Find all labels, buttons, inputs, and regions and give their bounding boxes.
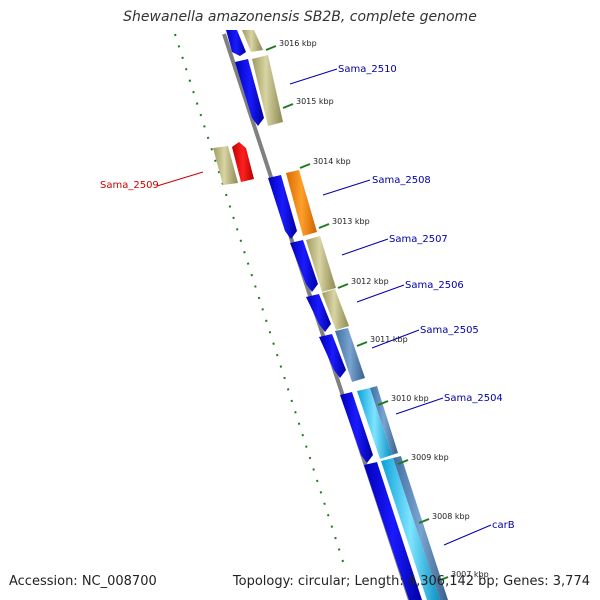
gene-leader-line	[371, 329, 420, 349]
tick-mark	[282, 103, 294, 109]
gene-leader-line	[289, 68, 338, 85]
gene-leader-line	[341, 238, 389, 256]
tick-label: 3014 kbp	[313, 157, 351, 166]
gene-label[interactable]: Sama_2505	[420, 325, 479, 336]
gene-carb-stripe	[393, 456, 448, 600]
gene-sama-2507[interactable]	[306, 236, 336, 292]
gene-sama-2508-blue[interactable]	[268, 175, 297, 239]
tick-mark	[337, 283, 349, 289]
gene-leader-line	[395, 397, 444, 415]
gene-sama-2505[interactable]	[335, 328, 365, 382]
gene-label[interactable]: Sama_2508	[372, 175, 431, 186]
gene-leader-line	[443, 524, 492, 546]
gene-label[interactable]: Sama_2507	[389, 234, 448, 245]
gene-sama-2504-blue[interactable]	[340, 392, 373, 463]
gene-sama-2505-blue[interactable]	[319, 334, 346, 378]
tick-mark	[356, 341, 368, 347]
gene-sama-2508[interactable]	[286, 170, 317, 236]
gene-label[interactable]: carB	[492, 520, 515, 531]
tick-mark	[437, 576, 449, 582]
tick-label: 3009 kbp	[411, 453, 449, 462]
gene-sama-2504[interactable]	[357, 388, 392, 459]
tick-marks: 3016 kbp 3015 kbp 3014 kbp 3013 kbp 3012 kbp…	[265, 39, 489, 582]
tick-label: 3016 kbp	[279, 39, 317, 48]
gene-leader-line	[322, 179, 371, 196]
tick-label: 3015 kbp	[296, 97, 334, 106]
tick-mark	[397, 459, 409, 465]
gene-label[interactable]: Sama_2510	[338, 64, 397, 75]
map-title: Shewanella amazonensis SB2B, complete ge…	[123, 9, 477, 25]
tick-label: 3007 kbp	[451, 570, 489, 579]
gene-top-blue[interactable]	[226, 30, 246, 56]
gene-sama-2510-blue[interactable]	[235, 59, 264, 126]
genome-summary-text: Topology: circular; Length: 4,306,142 bp…	[232, 574, 590, 589]
tick-label: 3010 kbp	[391, 394, 429, 403]
gene-sama-2510[interactable]	[252, 55, 283, 126]
gene-labels: Sama_2510 Sama_2509 Sama_2508 Sama_2507 Sama…	[100, 64, 515, 546]
tick-mark	[299, 163, 311, 169]
gene-sama-2507-blue[interactable]	[290, 240, 318, 292]
gene-label[interactable]: Sama_2509	[100, 180, 159, 191]
gene-sama-2506[interactable]	[322, 289, 349, 330]
gene-sama-2509-neighbor[interactable]	[213, 146, 238, 185]
gene-label[interactable]: Sama_2506	[405, 280, 464, 291]
tick-label: 3013 kbp	[332, 217, 370, 226]
tick-label: 3008 kbp	[432, 512, 470, 521]
gene-leader-line	[156, 171, 204, 187]
gene-carb-blue[interactable]	[364, 462, 422, 600]
tick-label: 3011 kbp	[370, 335, 408, 344]
accession-text: Accession: NC_008700	[9, 574, 157, 589]
tick-mark	[318, 223, 330, 229]
gene-sama-2504-stripe	[370, 386, 398, 455]
gene-sama-2509[interactable]	[232, 142, 254, 182]
tick-mark	[265, 45, 277, 51]
tick-mark	[377, 400, 389, 406]
gene-top-tan[interactable]	[242, 30, 263, 52]
gene-label[interactable]: Sama_2504	[444, 393, 503, 404]
gene-sama-2506-blue[interactable]	[306, 294, 331, 332]
gene-carb[interactable]	[381, 458, 440, 600]
tick-label: 3012 kbp	[351, 277, 389, 286]
tick-mark	[418, 518, 430, 524]
gene-leader-line	[356, 284, 405, 303]
